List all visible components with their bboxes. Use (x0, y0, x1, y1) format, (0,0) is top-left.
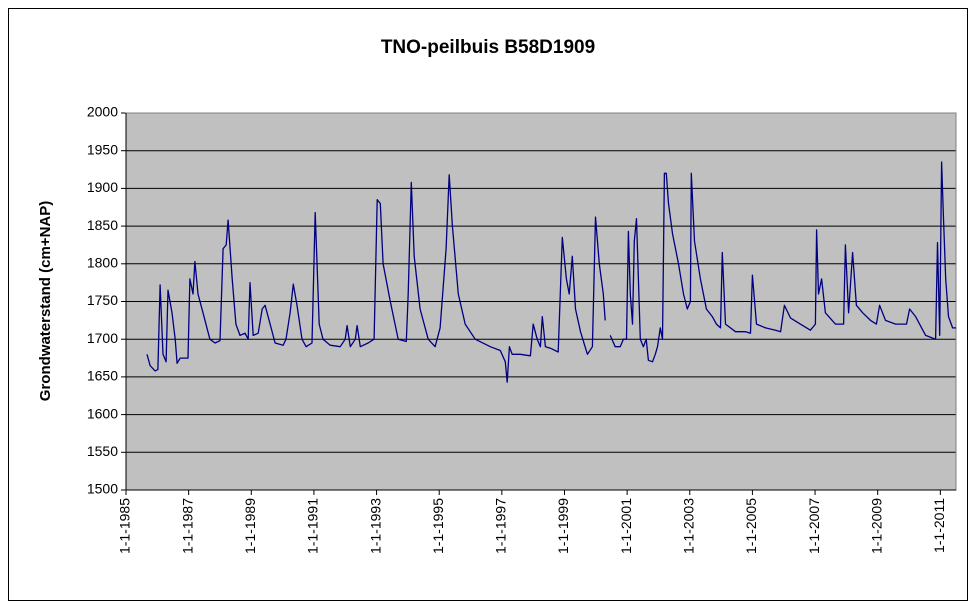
x-tick-label: 1-1-2001 (618, 498, 634, 554)
y-tick-label: 1950 (87, 141, 118, 157)
x-tick-label: 1-1-2011 (931, 498, 947, 553)
x-tick-label: 1-1-2003 (680, 498, 696, 554)
y-tick-label: 1900 (87, 179, 118, 195)
x-tick-label: 1-1-1993 (367, 498, 383, 554)
y-tick-label: 2000 (87, 104, 118, 120)
y-tick-label: 1650 (87, 368, 118, 384)
x-tick-label: 1-1-2005 (743, 498, 759, 554)
y-axis-label: Grondwaterstand (cm+NAP) (37, 201, 54, 401)
y-tick-label: 1550 (87, 443, 118, 459)
x-tick-label: 1-1-1997 (493, 498, 509, 554)
x-tick-label: 1-1-1989 (242, 498, 258, 554)
data-line (146, 161, 956, 383)
y-tick-label: 1850 (87, 217, 118, 233)
y-tick-label: 1700 (87, 330, 118, 346)
y-tick-label: 1600 (87, 405, 118, 421)
x-tick-label: 1-1-2009 (868, 498, 884, 554)
x-tick-label: 1-1-1985 (117, 498, 133, 554)
x-tick-label: 1-1-1995 (430, 498, 446, 554)
y-tick-label: 1750 (87, 292, 118, 308)
x-tick-label: 1-1-1991 (305, 498, 321, 554)
x-tick-label: 1-1-1987 (179, 498, 195, 554)
chart-title: TNO-peilbuis B58D1909 (381, 37, 595, 58)
y-tick-label: 1800 (87, 255, 118, 271)
y-tick-label: 1500 (87, 481, 118, 497)
x-tick-label: 1-1-1999 (555, 498, 571, 554)
x-tick-label: 1-1-2007 (806, 498, 822, 554)
